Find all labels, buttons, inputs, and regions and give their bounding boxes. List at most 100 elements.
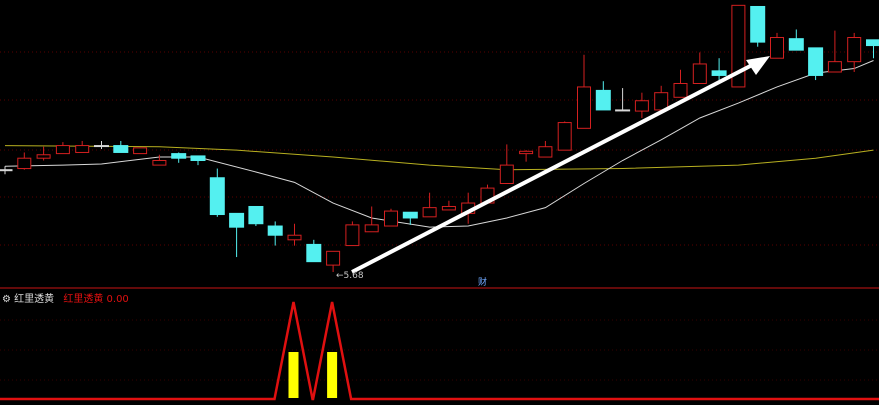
candle: [557, 121, 572, 151]
candle-body: [133, 147, 148, 155]
candle-body: [692, 63, 707, 84]
candle-body: [827, 61, 842, 73]
candle-body: [209, 177, 225, 216]
candle: [673, 69, 688, 98]
indicator-panel: [0, 301, 879, 401]
candle-body: [229, 212, 245, 228]
settings-icon[interactable]: ⚙: [2, 294, 11, 305]
candle-body: [731, 4, 746, 88]
candle: [808, 47, 824, 81]
candle: [538, 140, 553, 158]
candle-body: [171, 153, 187, 159]
candle-body: [866, 39, 879, 47]
candle: [422, 192, 437, 218]
candle: [36, 146, 51, 161]
candle-body: [634, 100, 649, 112]
signal-bar: [288, 352, 299, 398]
indicator-line: [0, 301, 879, 401]
indicator-name[interactable]: 红里透黄: [14, 294, 55, 305]
candle-body: [402, 211, 418, 219]
candle: [577, 54, 591, 129]
finance-marker[interactable]: 财: [478, 278, 488, 288]
candle: [750, 5, 766, 47]
candle: [615, 88, 631, 112]
candle: [17, 152, 32, 170]
candle-body: [673, 82, 688, 98]
candle-body: [113, 145, 129, 153]
candle: [595, 81, 611, 111]
candle: [113, 140, 129, 153]
candle-body: [847, 37, 862, 63]
low-price-value: 5.68: [343, 271, 364, 281]
signal-bar: [327, 352, 338, 398]
candle-body: [345, 224, 360, 247]
candle-body: [0, 169, 13, 172]
indicator-label: ⚙ 红里透黄 红里透黄 0.00: [2, 290, 129, 305]
candle-body: [711, 70, 727, 76]
candle-body: [577, 86, 591, 129]
candle: [229, 212, 245, 258]
arrow-shaft: [351, 60, 759, 274]
candle-body: [422, 207, 437, 218]
candle: [152, 154, 167, 166]
indicator-value-label: 红里透黄 0.00: [63, 294, 129, 305]
candle-body: [94, 145, 109, 148]
candle-body: [519, 150, 534, 155]
low-price-label: ←5.68: [336, 271, 364, 281]
candle-body: [654, 92, 669, 111]
candle-body: [55, 145, 70, 155]
candle-body: [770, 37, 784, 59]
candle: [94, 140, 109, 150]
candle: [519, 150, 534, 162]
candle: [827, 30, 842, 73]
candle-body: [190, 155, 206, 162]
candle-body: [17, 157, 32, 170]
candle: [287, 223, 302, 246]
candle: [692, 52, 707, 84]
candle-body: [538, 146, 553, 158]
candle-body: [287, 234, 302, 241]
arrow-head: [746, 56, 770, 75]
candle: [770, 32, 784, 59]
candle-body: [750, 5, 766, 43]
candle-body: [595, 89, 611, 111]
candle-body: [75, 145, 90, 153]
candle: [441, 200, 456, 211]
candle: [267, 221, 283, 246]
candle-body: [248, 205, 264, 225]
candle-body: [441, 205, 456, 211]
candle: [654, 85, 669, 111]
candle-body: [557, 122, 572, 151]
candle: [847, 32, 862, 72]
candle: [171, 152, 187, 163]
grid-lines: [0, 51, 879, 381]
candle: [209, 168, 225, 217]
candle-body: [384, 210, 398, 227]
candle-body: [499, 164, 514, 184]
candle: [248, 205, 264, 227]
candle: [345, 221, 360, 247]
candle: [0, 166, 13, 175]
candle: [499, 144, 514, 184]
candle: [634, 92, 649, 118]
candle: [711, 58, 727, 81]
candle: [55, 142, 70, 155]
candle-body: [152, 160, 167, 166]
candle-body: [326, 250, 341, 266]
candle-body: [788, 38, 804, 51]
candle: [402, 211, 418, 225]
candle: [731, 4, 746, 88]
candle: [364, 206, 379, 233]
candle-body: [267, 225, 283, 236]
candle: [866, 39, 879, 59]
ma-long-line: [4, 145, 874, 171]
candle: [190, 155, 206, 166]
candle: [384, 208, 398, 227]
candles: [0, 4, 879, 272]
candle: [133, 147, 148, 155]
candle: [788, 29, 804, 51]
candle: [306, 239, 322, 263]
candle-body: [615, 109, 631, 112]
candle-body: [306, 243, 322, 263]
